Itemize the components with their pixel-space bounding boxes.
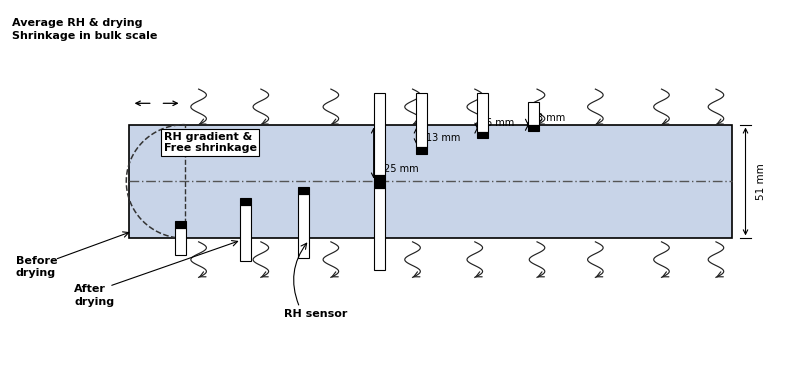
Text: 51 mm: 51 mm bbox=[755, 163, 766, 200]
Bar bbox=[375, 92, 385, 175]
Bar bbox=[375, 188, 385, 270]
Bar bbox=[375, 181, 385, 188]
Text: RH sensor: RH sensor bbox=[284, 309, 347, 319]
Text: RH gradient &
Free shrinkage: RH gradient & Free shrinkage bbox=[164, 132, 257, 153]
Text: Average RH & drying
Shrinkage in bulk scale: Average RH & drying Shrinkage in bulk sc… bbox=[12, 18, 157, 41]
Text: 3 mm: 3 mm bbox=[537, 113, 565, 123]
Bar bbox=[298, 187, 309, 194]
Bar bbox=[416, 92, 427, 147]
Bar bbox=[477, 92, 488, 132]
Bar bbox=[298, 194, 309, 258]
Text: Before
drying: Before drying bbox=[16, 256, 57, 279]
Bar bbox=[477, 132, 488, 138]
FancyArrowPatch shape bbox=[294, 243, 306, 305]
Bar bbox=[528, 125, 539, 131]
Bar bbox=[240, 205, 251, 260]
Bar bbox=[375, 175, 385, 181]
Bar bbox=[528, 101, 539, 125]
Text: 13 mm: 13 mm bbox=[426, 133, 460, 143]
Bar bbox=[416, 147, 427, 154]
Bar bbox=[240, 198, 251, 205]
Bar bbox=[176, 228, 186, 255]
Text: After
drying: After drying bbox=[74, 285, 114, 307]
Bar bbox=[128, 125, 731, 238]
Bar bbox=[176, 221, 186, 228]
Text: 6 mm: 6 mm bbox=[487, 118, 515, 128]
Text: 25 mm: 25 mm bbox=[384, 164, 419, 174]
